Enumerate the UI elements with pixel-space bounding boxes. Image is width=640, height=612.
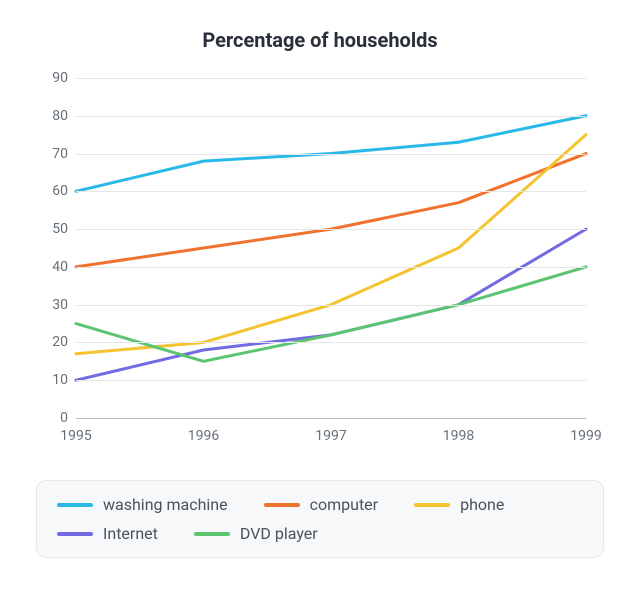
gridline xyxy=(76,229,586,230)
legend-swatch xyxy=(57,503,93,507)
legend-swatch xyxy=(414,503,450,507)
y-tick-label: 90 xyxy=(52,70,76,86)
line-series-layer xyxy=(76,78,586,418)
y-tick-label: 60 xyxy=(52,183,76,199)
gridline xyxy=(76,154,586,155)
gridline xyxy=(76,116,586,117)
gridline xyxy=(76,78,586,79)
x-tick-label: 1998 xyxy=(443,418,474,444)
y-tick-label: 50 xyxy=(52,221,76,237)
series-phone xyxy=(76,135,586,354)
legend: washing machine computer phone Internet DVD … xyxy=(36,480,604,558)
legend-item-phone: phone xyxy=(414,495,504,514)
series-dvd_player xyxy=(76,267,586,361)
legend-item-washing_machine: washing machine xyxy=(57,495,228,514)
gridline xyxy=(76,191,586,192)
x-tick-label: 1997 xyxy=(315,418,346,444)
x-tick-label: 1999 xyxy=(570,418,601,444)
gridline xyxy=(76,380,586,381)
series-computer xyxy=(76,154,586,267)
gridline xyxy=(76,342,586,343)
y-tick-label: 30 xyxy=(52,297,76,313)
legend-item-dvd_player: DVD player xyxy=(194,524,318,543)
gridline xyxy=(76,267,586,268)
legend-label: DVD player xyxy=(240,524,318,543)
y-tick-label: 40 xyxy=(52,259,76,275)
legend-label: phone xyxy=(460,495,504,514)
legend-label: computer xyxy=(310,495,378,514)
chart-area: 010203040506070809019951996199719981999 xyxy=(36,70,604,452)
y-tick-label: 70 xyxy=(52,146,76,162)
gridline xyxy=(76,305,586,306)
legend-label: Internet xyxy=(103,524,158,543)
chart-title: Percentage of households xyxy=(36,28,604,52)
y-tick-label: 80 xyxy=(52,108,76,124)
legend-swatch xyxy=(57,532,93,536)
legend-swatch xyxy=(264,503,300,507)
legend-item-computer: computer xyxy=(264,495,378,514)
legend-item-internet: Internet xyxy=(57,524,158,543)
legend-swatch xyxy=(194,532,230,536)
plot-region: 010203040506070809019951996199719981999 xyxy=(76,78,586,418)
y-tick-label: 20 xyxy=(52,334,76,350)
chart-container: Percentage of households 010203040506070… xyxy=(0,0,640,612)
x-tick-label: 1995 xyxy=(60,418,91,444)
y-tick-label: 10 xyxy=(52,372,76,388)
x-tick-label: 1996 xyxy=(188,418,219,444)
legend-label: washing machine xyxy=(103,495,228,514)
